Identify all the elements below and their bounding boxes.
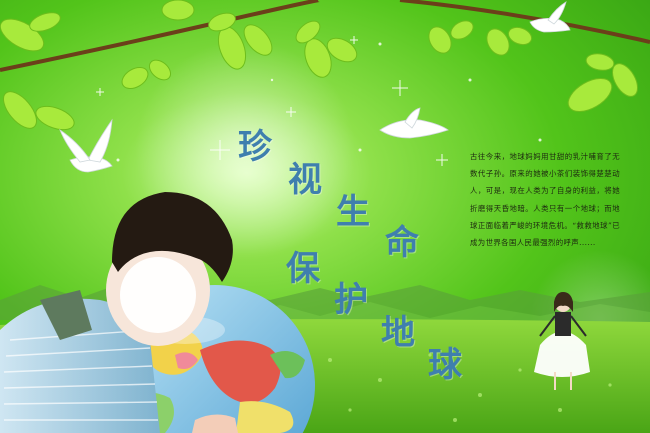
dove-center xyxy=(379,107,449,139)
title-char: 地 xyxy=(381,313,415,353)
title-char: 生 xyxy=(336,192,370,232)
branch-leaves xyxy=(0,0,650,131)
dove-left xyxy=(59,118,113,173)
title-char: 保 xyxy=(286,249,320,289)
title-char: 珍 xyxy=(238,127,272,167)
girl-figure xyxy=(534,292,590,390)
title-char: 护 xyxy=(334,280,368,320)
title-char: 视 xyxy=(288,160,322,200)
body-paragraph: 古往今来，地球妈妈用甘甜的乳汁哺育了无数代子孙。原来的她被小茶们装饰得楚楚动人，… xyxy=(470,152,620,248)
child-figure xyxy=(0,192,238,433)
title-char: 球 xyxy=(428,345,462,385)
sparkles xyxy=(96,36,448,166)
dove-right xyxy=(529,1,571,33)
title-char: 命 xyxy=(385,223,419,263)
